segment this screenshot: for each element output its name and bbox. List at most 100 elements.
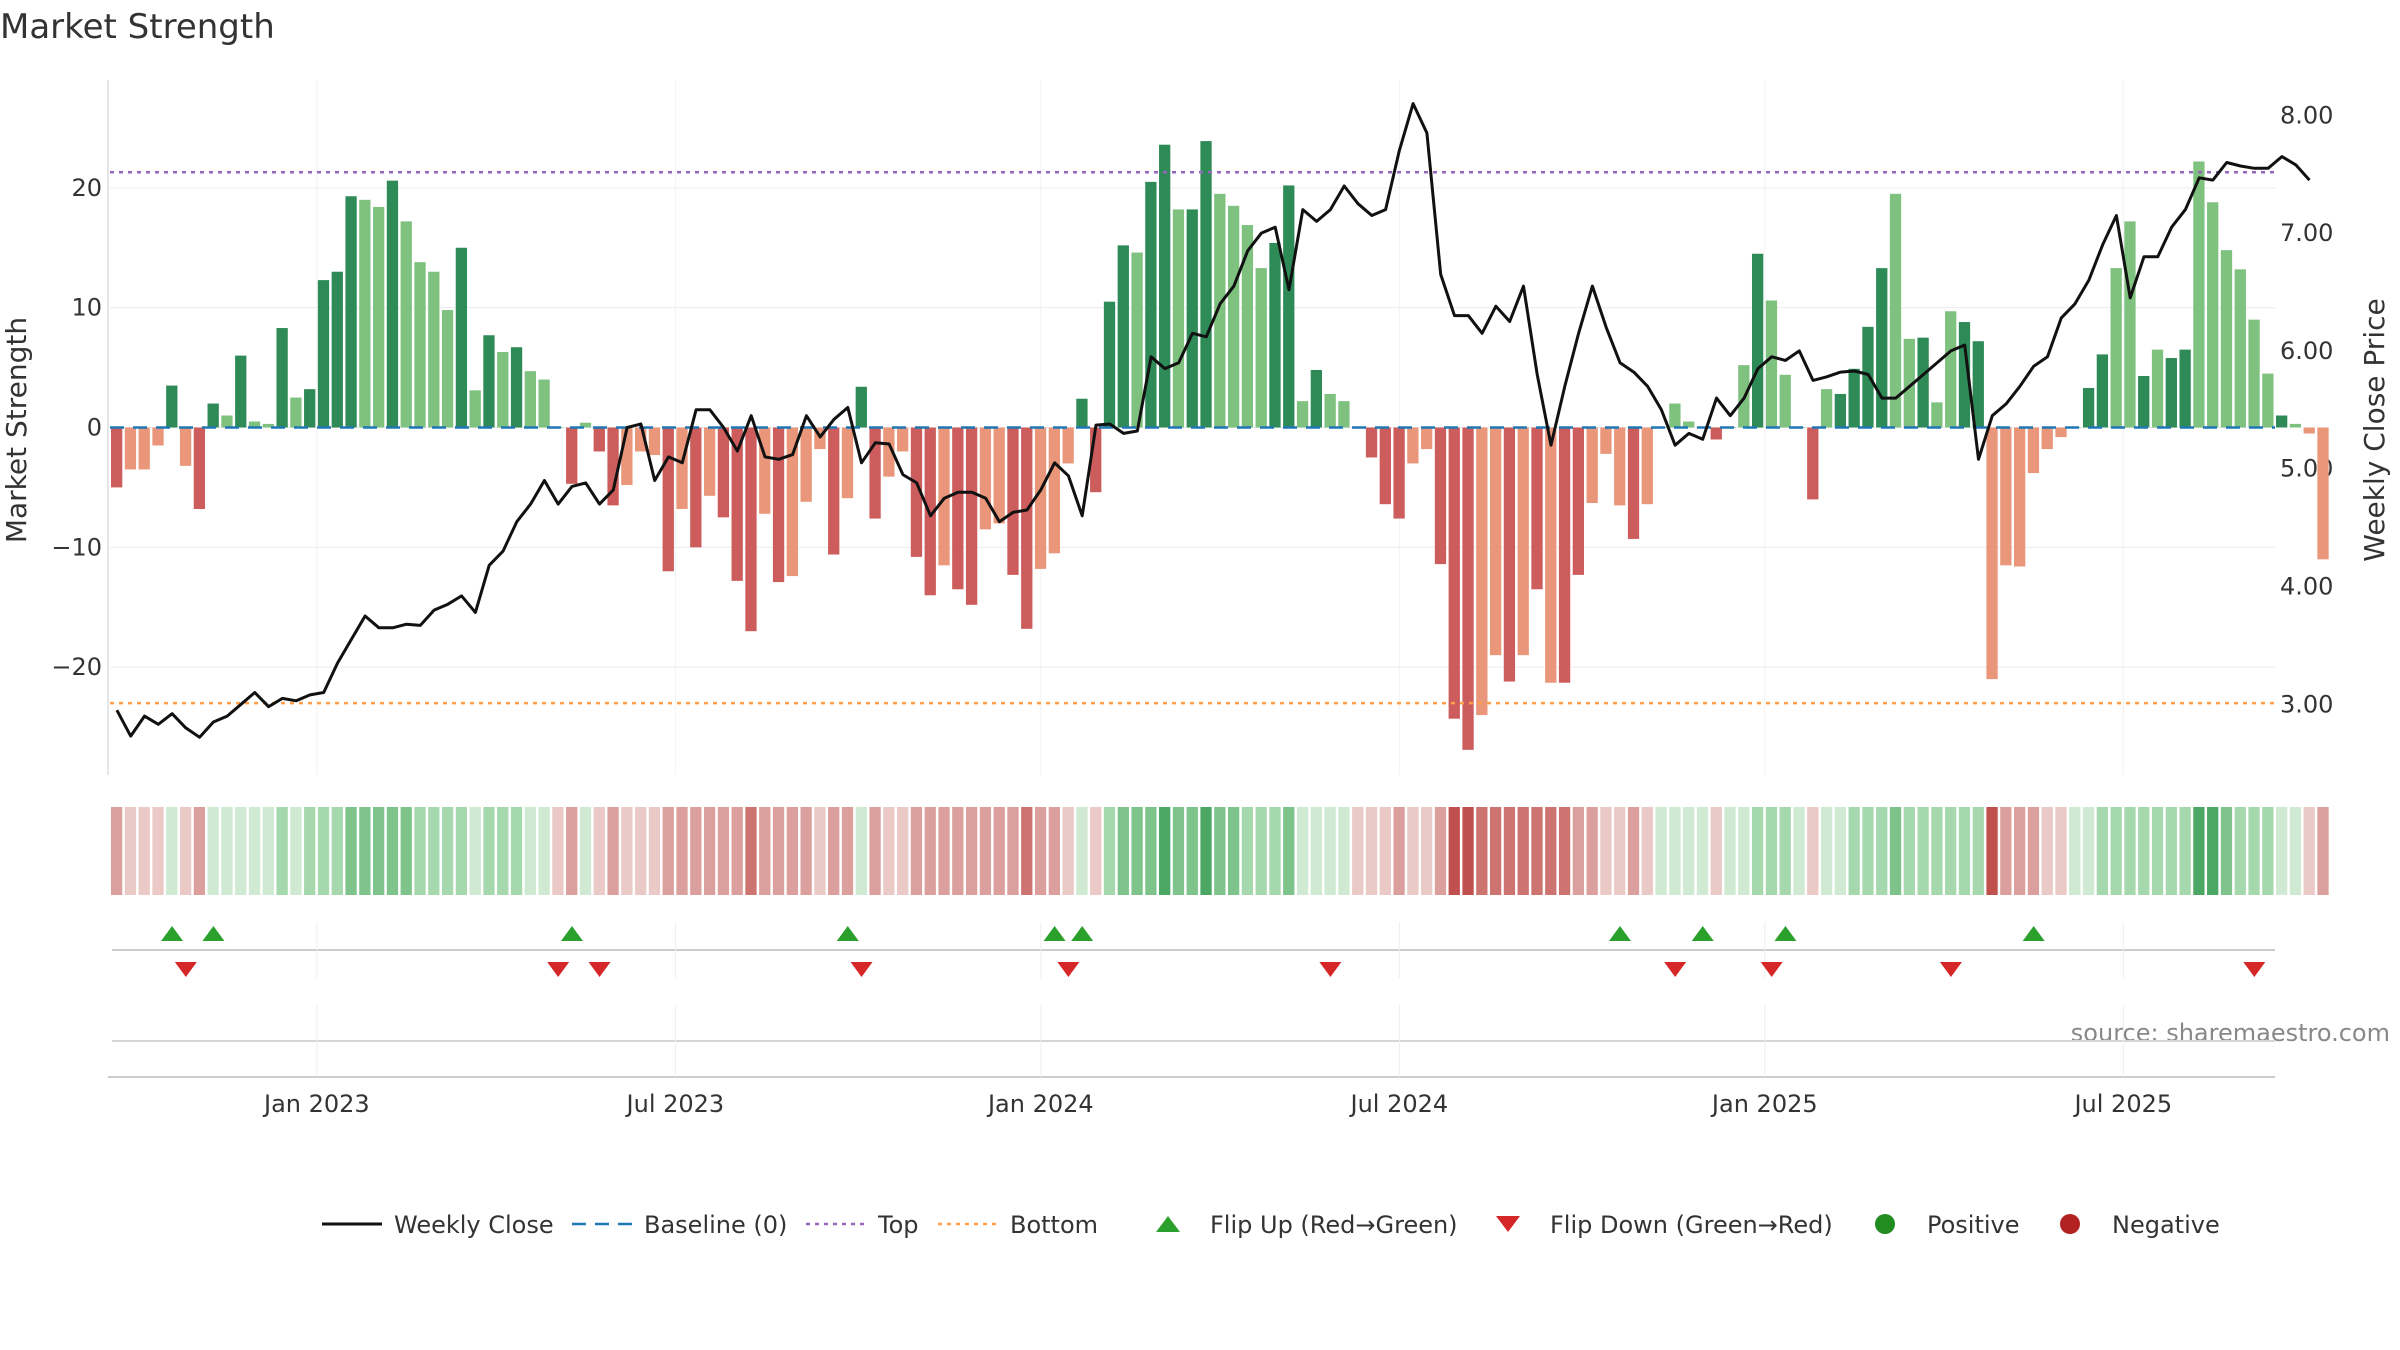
strength-bar [469,390,481,428]
strength-bar [111,427,123,488]
strength-bar [2096,354,2109,428]
strength-bar [1365,427,1378,458]
regime-cell [690,807,702,895]
regime-cell [566,807,578,895]
regime-cell [1255,807,1267,895]
strength-bar [414,262,426,428]
regime-cell [138,807,150,895]
regime-cell [1807,807,1819,895]
regime-cell [386,807,399,895]
regime-cell [786,807,798,895]
regime-cell [1338,807,1350,895]
regime-cell [1683,807,1695,895]
strength-bar [1517,427,1529,656]
strength-bar [566,427,578,484]
regime-cell [621,807,633,895]
strength-bar [1076,398,1088,428]
regime-cell [2220,807,2233,895]
regime-cell [290,807,302,895]
regime-cell [855,807,867,895]
strength-bar [1586,427,1598,503]
regime-cell [400,807,412,895]
regime-cell [1779,807,1791,895]
regime-cell [166,807,178,895]
regime-cell [1641,807,1653,895]
strength-bar [221,415,233,428]
strength-bar [1227,205,1240,428]
regime-cell [331,807,343,895]
regime-cell [1324,807,1336,895]
regime-cell [1503,807,1516,895]
regime-cell [1476,807,1488,895]
regime-cell [1421,807,1433,895]
regime-cell [1834,807,1847,895]
strength-bar [193,427,206,509]
regime-cell [965,807,978,895]
strength-bar [2207,202,2219,428]
strength-bar [1600,427,1612,454]
strength-bar [1462,427,1474,750]
y2-tick-label: 4.00 [2280,573,2333,601]
strength-bar [2124,221,2136,428]
strength-bar [703,427,716,496]
regime-cell [1103,807,1116,895]
regime-cell [897,807,909,895]
regime-cell [1159,807,1171,895]
strength-bar [965,427,978,605]
strength-bar [1751,253,1764,428]
weekly-close-line [115,102,2311,739]
flip-up-marker [560,926,583,941]
strength-bar [1310,369,1323,428]
strength-bar [428,271,440,428]
legend-swatch-flip-down [1496,1216,1520,1232]
regime-cell [552,807,564,895]
regime-cell [579,807,592,895]
strength-bar [138,427,150,470]
y2-tick-label: 6.00 [2280,337,2333,365]
strength-bar [1338,401,1350,428]
strength-bar [759,427,771,514]
strength-bar [1641,427,1653,505]
flip-down-marker [588,962,611,977]
regime-cell [1931,807,1943,895]
strength-bar [1145,181,1157,428]
regime-cell [2055,807,2067,895]
regime-cell [828,807,840,895]
strength-bar [1889,193,1902,428]
regime-cell [1958,807,1971,895]
regime-cell [373,807,385,895]
strength-bar [952,427,964,590]
regime-cell [1531,807,1543,895]
regime-cell [1090,807,1102,895]
regime-cell [2289,807,2302,895]
source-credit: source: sharemaestro.com [2071,1019,2390,1047]
regime-cell [745,807,757,895]
regime-cell [1710,807,1722,895]
regime-cell [317,807,330,895]
legend-label: Baseline (0) [644,1211,787,1239]
strength-bar [1090,427,1102,493]
strength-bar [2110,268,2122,428]
regime-cell [717,807,730,895]
regime-cell [1034,807,1047,895]
flip-down-marker [174,962,197,977]
strength-bar [731,427,743,581]
strength-bar [1407,427,1419,464]
strength-bar [1820,389,1833,428]
strength-bar [1917,337,1929,428]
y-tick-label: 20 [71,174,102,202]
y-tick-label: 0 [87,414,102,442]
strength-bar [662,427,674,572]
regime-cell [428,807,440,895]
strength-bar [1876,268,1888,428]
strength-bar [676,427,688,509]
flip-down-marker [1319,962,1342,977]
strength-bar [2220,250,2233,428]
regime-cell [1586,807,1598,895]
strength-bar [2082,387,2095,428]
strength-bar [1021,427,1033,629]
flip-up-marker [1774,926,1797,941]
y2-tick-label: 7.00 [2280,219,2333,247]
strength-bar [1503,427,1516,682]
strength-bar [386,180,399,428]
